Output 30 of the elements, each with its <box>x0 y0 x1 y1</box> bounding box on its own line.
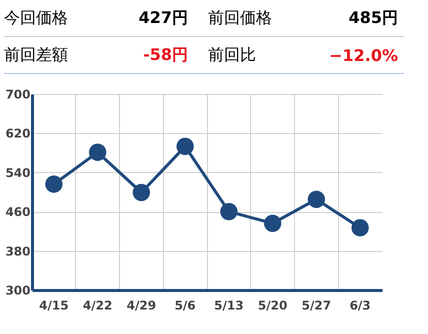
x-tick-label: 5/20 <box>258 298 288 312</box>
y-tick-label: 540 <box>5 166 30 180</box>
text: 485円 <box>348 8 398 28</box>
point <box>351 219 369 236</box>
y-tick-label: 700 <box>5 88 30 102</box>
text: 427円 <box>138 8 188 28</box>
point <box>45 176 63 193</box>
x-tick-label: 6/3 <box>350 298 371 312</box>
point <box>308 190 326 208</box>
y-tick-label: 300 <box>5 284 30 298</box>
x-tick-label: 5/6 <box>174 298 196 312</box>
y-tick-label: 460 <box>5 205 30 220</box>
text: 前回価格 <box>208 8 272 28</box>
text: 前回差額 <box>4 44 68 66</box>
text: 今回価格 <box>4 8 68 28</box>
x-tick-label: 4/15 <box>39 298 69 312</box>
point <box>132 184 150 202</box>
text: −12.0% <box>329 46 398 64</box>
text: 前回比 <box>208 44 256 66</box>
y-tick-label: 380 <box>5 244 30 258</box>
point <box>176 138 194 156</box>
x-tick-label: 4/29 <box>126 298 156 312</box>
x-tick-label: 5/27 <box>302 298 332 312</box>
point <box>220 202 238 220</box>
text: -58円 <box>143 44 188 66</box>
point <box>88 144 106 161</box>
x-tick-label: 4/22 <box>82 298 112 312</box>
y-tick-label: 620 <box>5 126 30 141</box>
point <box>264 214 282 232</box>
x-tick-label: 5/13 <box>214 298 244 312</box>
